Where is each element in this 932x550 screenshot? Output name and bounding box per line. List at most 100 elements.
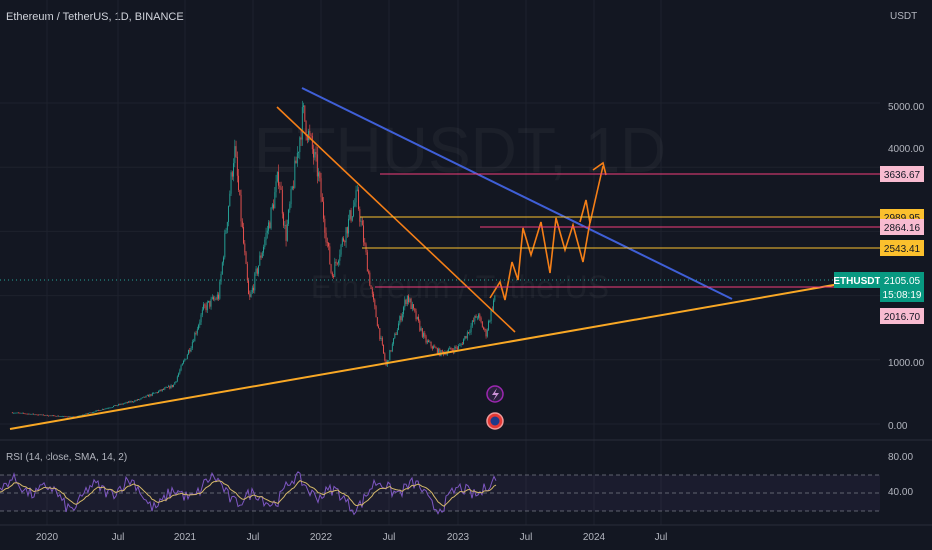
candle-body [109, 407, 111, 409]
support-trendline [9, 282, 846, 430]
candle-body [89, 412, 91, 414]
candle-body [159, 389, 161, 392]
candle-body [426, 340, 428, 343]
candle-body [154, 392, 156, 394]
candle-body [340, 244, 342, 255]
candle-body [374, 299, 376, 307]
candle-body [161, 389, 163, 391]
candle-body [376, 317, 378, 327]
candle-body [209, 300, 211, 307]
candle-body [123, 403, 125, 405]
candle-body [436, 348, 438, 355]
candle-body [100, 410, 102, 411]
candle-body [33, 413, 35, 415]
candle-body [468, 332, 470, 334]
candle-body [185, 358, 187, 360]
candle-body [101, 409, 103, 411]
projection-arrowhead [592, 161, 607, 176]
candle-body [121, 403, 123, 405]
candle-body [106, 407, 108, 409]
candle-body [88, 413, 90, 414]
price-level-label: 2864.16 [884, 223, 921, 234]
candle-body [130, 401, 132, 403]
candle-body [296, 152, 298, 164]
candle-body [381, 337, 383, 345]
candle-body [363, 225, 365, 243]
candle-body [393, 338, 395, 344]
candle-body [184, 359, 186, 361]
candle-body [404, 299, 406, 308]
time-axis-tick: Jul [520, 532, 533, 543]
candle-body [478, 314, 480, 318]
candle-body [170, 385, 172, 389]
candle-body [476, 317, 478, 319]
candle-body [309, 131, 311, 135]
candle-body [249, 294, 251, 297]
candle-body [373, 294, 375, 300]
candle-body [266, 230, 268, 233]
candle-body [18, 412, 20, 414]
candle-body [70, 416, 72, 418]
candle-body [451, 349, 453, 351]
candle-body [399, 316, 401, 324]
candle-body [175, 381, 177, 383]
candle-body [290, 189, 292, 205]
candle-body [105, 408, 107, 410]
candle-body [94, 411, 96, 413]
price-axis-tick: 0.00 [888, 421, 908, 432]
candle-body [434, 346, 436, 348]
candle-body [15, 412, 17, 414]
candle-body [241, 221, 243, 228]
candle-body [103, 409, 105, 410]
candle-body [303, 105, 305, 107]
candle-body [111, 407, 113, 408]
candle-body [459, 344, 461, 346]
candle-body [370, 285, 372, 289]
candle-body [403, 307, 405, 315]
candle-body [378, 326, 380, 329]
candle-body [335, 261, 337, 263]
candle-body [50, 415, 52, 417]
candle-body [366, 252, 368, 272]
candle-body [173, 384, 175, 387]
candle-body [258, 265, 260, 274]
candle-body [148, 395, 150, 397]
candle-body [490, 309, 492, 322]
candle-body [286, 223, 288, 241]
candle-body [48, 415, 50, 417]
candle-body [395, 333, 397, 335]
candle-body [138, 399, 140, 401]
candle-body [479, 314, 481, 318]
candle-body [273, 204, 275, 209]
candle-body [314, 151, 316, 158]
price-axis-tick: 4000.00 [888, 144, 925, 155]
candle-body [45, 414, 47, 416]
candle-body [220, 273, 222, 282]
candle-body [289, 204, 291, 210]
candle-body [485, 329, 487, 337]
candle-body [114, 405, 116, 406]
candle-body [155, 392, 157, 394]
candle-body [463, 339, 465, 345]
candle-body [96, 410, 98, 411]
candle-body [301, 106, 303, 140]
candle-body [196, 329, 198, 334]
candle-body [68, 416, 70, 418]
candle-body [276, 171, 278, 182]
candle-body [411, 304, 413, 309]
candle-body [229, 193, 231, 207]
candle-body [353, 206, 355, 217]
candle-body [223, 257, 225, 263]
candle-body [56, 415, 58, 417]
price-unit: USDT [890, 11, 918, 22]
candle-body [119, 404, 121, 405]
descending-trendline [276, 106, 516, 333]
candle-body [144, 396, 146, 398]
candle-body [243, 227, 245, 244]
candle-body [455, 346, 457, 348]
candle-body [333, 276, 335, 277]
candle-body [406, 295, 408, 305]
candle-body [206, 302, 208, 311]
price-axis-tick: 5000.00 [888, 102, 925, 113]
